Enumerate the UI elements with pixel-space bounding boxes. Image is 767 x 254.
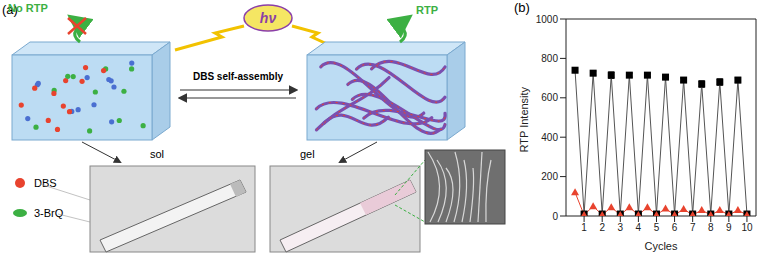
- svg-text:sol: sol: [150, 148, 164, 160]
- html-text:(b): (b): [514, 0, 530, 15]
- svg-text:5: 5: [654, 222, 660, 233]
- svg-text:0: 0: [552, 211, 558, 222]
- svg-text:DBS: DBS: [34, 177, 57, 189]
- svg-text:6: 6: [672, 222, 678, 233]
- svg-text:1000: 1000: [536, 14, 559, 25]
- svg-text:9: 9: [726, 222, 732, 233]
- svg-text:200: 200: [541, 171, 558, 182]
- svg-text:2: 2: [599, 222, 605, 233]
- svg-text:No RTP: No RTP: [8, 2, 48, 14]
- svg-text:10: 10: [741, 222, 753, 233]
- svg-text:Cycles: Cycles: [644, 240, 678, 252]
- svg-text:3: 3: [618, 222, 624, 233]
- svg-text:600: 600: [541, 92, 558, 103]
- svg-text:3-BrQ: 3-BrQ: [34, 207, 64, 219]
- svg-text:RTP Intensity: RTP Intensity: [518, 86, 530, 152]
- svg-text:400: 400: [541, 132, 558, 143]
- svg-text:800: 800: [541, 53, 558, 64]
- svg-text:DBS self-assembly: DBS self-assembly: [193, 71, 283, 82]
- svg-text:gel: gel: [300, 148, 315, 160]
- svg-text:8: 8: [708, 222, 714, 233]
- svg-text:4: 4: [636, 222, 642, 233]
- svg-text:RTP: RTP: [416, 4, 438, 16]
- svg-text:hν: hν: [260, 10, 277, 26]
- svg-text:7: 7: [690, 222, 696, 233]
- svg-text:1: 1: [581, 222, 587, 233]
